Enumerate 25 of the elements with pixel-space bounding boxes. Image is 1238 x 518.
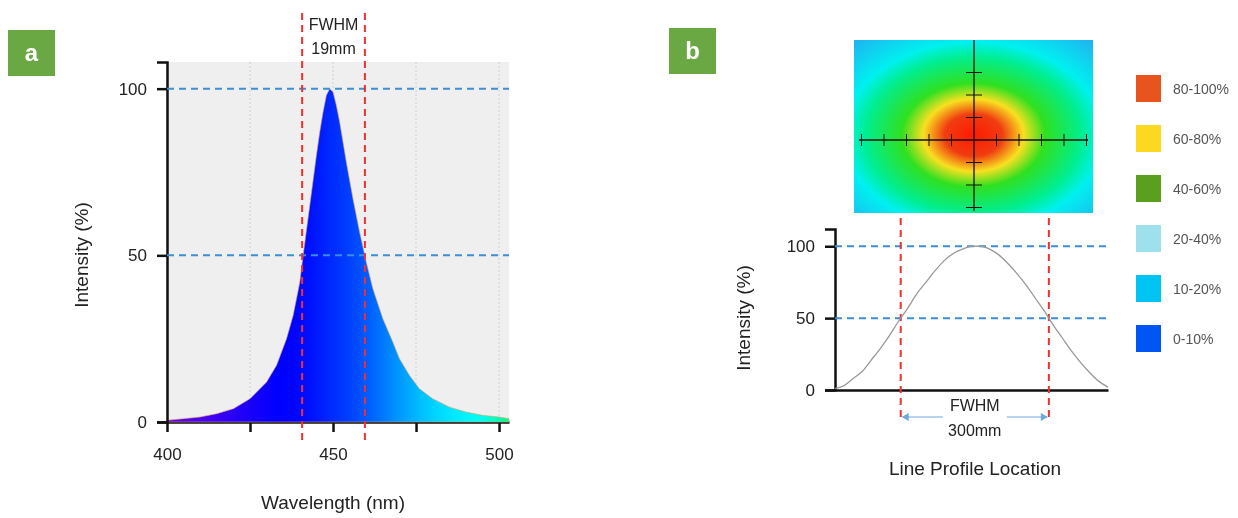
category-label: 40-60% — [1173, 181, 1222, 197]
x-tick-label: 450 — [319, 445, 348, 465]
text: 19mm — [311, 40, 356, 57]
y-tick-label: 50 — [128, 246, 147, 266]
text: FWHM — [949, 397, 1000, 414]
x-axis-title: Wavelength (nm) — [261, 492, 405, 513]
category-label: 0-10% — [1173, 331, 1214, 347]
y-tick-label: 0 — [137, 412, 147, 432]
x-tick-label: 400 — [153, 445, 182, 465]
y-axis-title: Intensity (%) — [71, 202, 92, 308]
category-label: 20-40% — [1173, 231, 1222, 247]
x-axis-title: Line Profile Location — [888, 458, 1062, 479]
y-axis-title: Intensity (%) — [733, 265, 754, 371]
category-label: 80-100% — [1173, 81, 1230, 97]
chart-title: a — [24, 39, 39, 66]
y-tick-label: 0 — [805, 380, 815, 400]
y-tick-label: 50 — [796, 309, 815, 329]
x-tick-label: 500 — [485, 445, 514, 465]
text: 300mm — [948, 422, 1002, 439]
y-tick-label: 100 — [786, 237, 815, 257]
y-tick-label: 100 — [118, 79, 147, 99]
text: FWHM — [308, 16, 359, 33]
chart-title: b — [685, 37, 700, 64]
category-label: 60-80% — [1173, 131, 1222, 147]
category-label: 10-20% — [1173, 281, 1222, 297]
